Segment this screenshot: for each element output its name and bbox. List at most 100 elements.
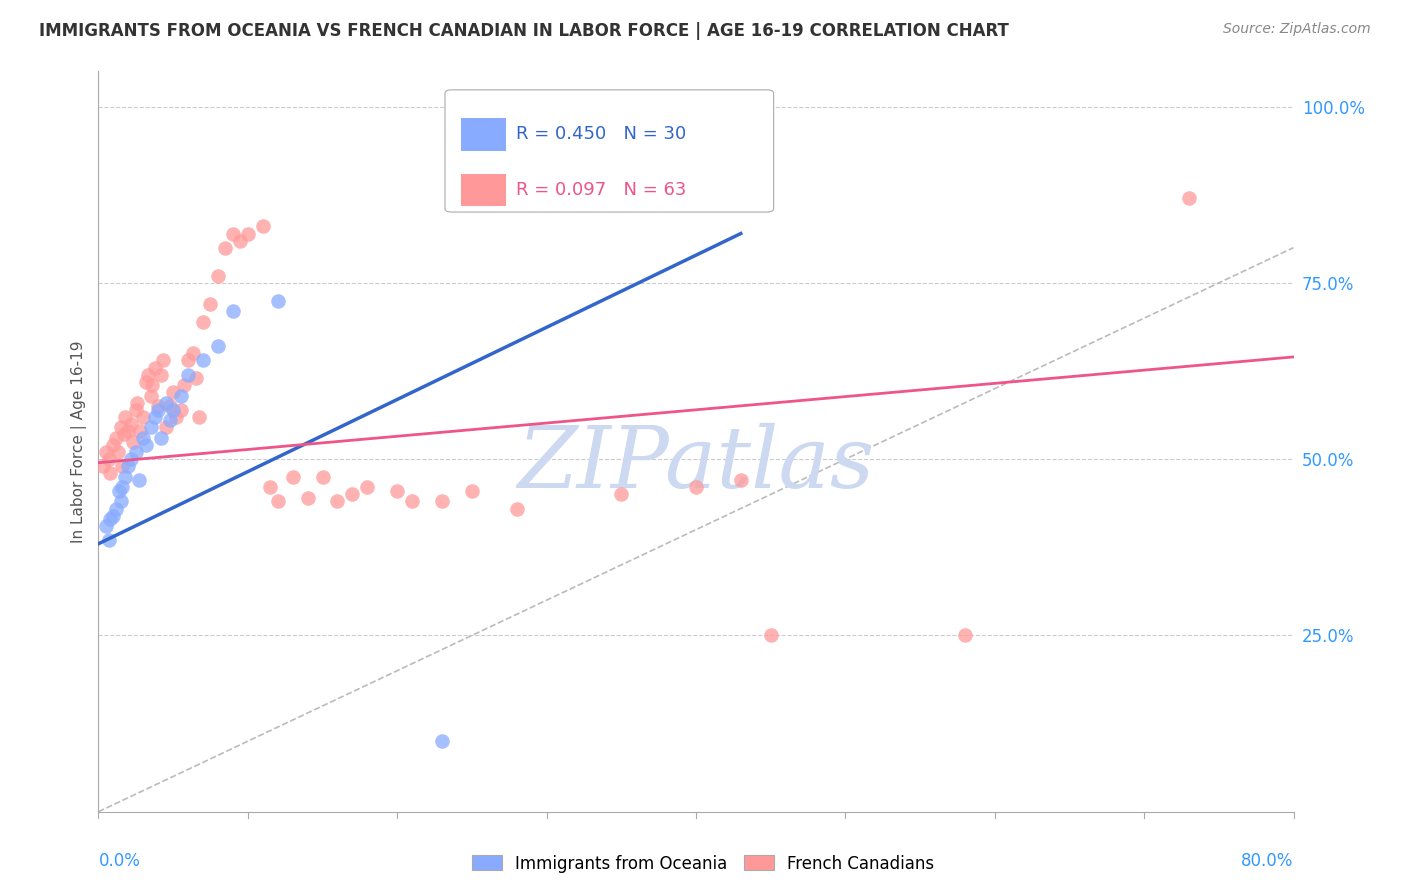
- Y-axis label: In Labor Force | Age 16-19: In Labor Force | Age 16-19: [72, 340, 87, 543]
- FancyBboxPatch shape: [446, 90, 773, 212]
- French Canadians: [169, 402, 191, 417]
- French Canadians: [150, 368, 173, 382]
- Legend: Immigrants from Oceania, French Canadians: Immigrants from Oceania, French Canadian…: [465, 848, 941, 880]
- French Canadians: [98, 467, 122, 481]
- Text: R = 0.097   N = 63: R = 0.097 N = 63: [516, 181, 686, 199]
- French Canadians: [155, 420, 177, 434]
- French Canadians: [191, 315, 214, 329]
- French Canadians: [162, 385, 184, 400]
- Immigrants from Oceania: [132, 431, 155, 445]
- Immigrants from Oceania: [114, 470, 136, 484]
- French Canadians: [165, 409, 187, 424]
- French Canadians: [105, 431, 128, 445]
- French Canadians: [259, 480, 281, 494]
- French Canadians: [111, 459, 134, 474]
- Immigrants from Oceania: [169, 389, 191, 403]
- French Canadians: [311, 470, 333, 484]
- French Canadians: [148, 399, 170, 413]
- French Canadians: [730, 473, 752, 487]
- French Canadians: [177, 353, 200, 368]
- French Canadians: [207, 268, 229, 283]
- French Canadians: [461, 483, 484, 498]
- French Canadians: [125, 402, 148, 417]
- French Canadians: [385, 483, 409, 498]
- French Canadians: [759, 628, 782, 642]
- French Canadians: [107, 445, 129, 459]
- French Canadians: [136, 368, 159, 382]
- Immigrants from Oceania: [105, 501, 128, 516]
- Immigrants from Oceania: [94, 519, 117, 533]
- Text: 0.0%: 0.0%: [98, 853, 141, 871]
- Immigrants from Oceania: [162, 402, 184, 417]
- French Canadians: [110, 420, 132, 434]
- French Canadians: [326, 494, 349, 508]
- French Canadians: [430, 494, 453, 508]
- French Canadians: [342, 487, 364, 501]
- French Canadians: [159, 399, 181, 413]
- French Canadians: [114, 409, 136, 424]
- Immigrants from Oceania: [430, 734, 453, 748]
- French Canadians: [112, 427, 135, 442]
- French Canadians: [117, 424, 139, 438]
- French Canadians: [97, 452, 120, 467]
- French Canadians: [297, 491, 319, 505]
- Immigrants from Oceania: [177, 368, 200, 382]
- French Canadians: [152, 353, 174, 368]
- Immigrants from Oceania: [159, 413, 181, 427]
- French Canadians: [91, 459, 114, 474]
- French Canadians: [356, 480, 378, 494]
- French Canadians: [173, 378, 195, 392]
- French Canadians: [214, 241, 236, 255]
- French Canadians: [139, 389, 162, 403]
- French Canadians: [127, 396, 149, 410]
- Immigrants from Oceania: [108, 483, 131, 498]
- French Canadians: [200, 297, 222, 311]
- Immigrants from Oceania: [143, 409, 166, 424]
- French Canadians: [506, 501, 529, 516]
- Immigrants from Oceania: [103, 508, 125, 523]
- Immigrants from Oceania: [207, 339, 229, 353]
- Immigrants from Oceania: [148, 402, 170, 417]
- Immigrants from Oceania: [120, 452, 142, 467]
- Immigrants from Oceania: [98, 512, 122, 526]
- French Canadians: [222, 227, 245, 241]
- French Canadians: [121, 434, 143, 449]
- French Canadians: [141, 378, 163, 392]
- Text: IMMIGRANTS FROM OCEANIA VS FRENCH CANADIAN IN LABOR FORCE | AGE 16-19 CORRELATIO: IMMIGRANTS FROM OCEANIA VS FRENCH CANADI…: [39, 22, 1010, 40]
- French Canadians: [236, 227, 259, 241]
- French Canadians: [187, 409, 209, 424]
- Text: Source: ZipAtlas.com: Source: ZipAtlas.com: [1223, 22, 1371, 37]
- French Canadians: [401, 494, 423, 508]
- French Canadians: [143, 360, 166, 375]
- Immigrants from Oceania: [581, 128, 603, 142]
- FancyBboxPatch shape: [461, 118, 506, 151]
- Immigrants from Oceania: [110, 494, 132, 508]
- Immigrants from Oceania: [128, 473, 150, 487]
- Immigrants from Oceania: [135, 438, 157, 452]
- Immigrants from Oceania: [191, 353, 214, 368]
- Immigrants from Oceania: [267, 293, 290, 308]
- French Canadians: [685, 480, 707, 494]
- French Canadians: [129, 424, 152, 438]
- FancyBboxPatch shape: [461, 174, 506, 206]
- French Canadians: [610, 487, 633, 501]
- French Canadians: [181, 346, 204, 360]
- French Canadians: [252, 219, 274, 234]
- Immigrants from Oceania: [155, 396, 177, 410]
- French Canadians: [281, 470, 304, 484]
- French Canadians: [120, 417, 142, 431]
- Immigrants from Oceania: [139, 420, 162, 434]
- French Canadians: [1178, 191, 1201, 205]
- French Canadians: [132, 409, 155, 424]
- French Canadians: [103, 438, 125, 452]
- French Canadians: [953, 628, 976, 642]
- Immigrants from Oceania: [222, 304, 245, 318]
- Immigrants from Oceania: [111, 480, 134, 494]
- Immigrants from Oceania: [117, 459, 139, 474]
- Text: 80.0%: 80.0%: [1241, 853, 1294, 871]
- Immigrants from Oceania: [125, 445, 148, 459]
- Text: R = 0.450   N = 30: R = 0.450 N = 30: [516, 125, 686, 144]
- French Canadians: [135, 375, 157, 389]
- Immigrants from Oceania: [97, 533, 120, 548]
- French Canadians: [94, 445, 117, 459]
